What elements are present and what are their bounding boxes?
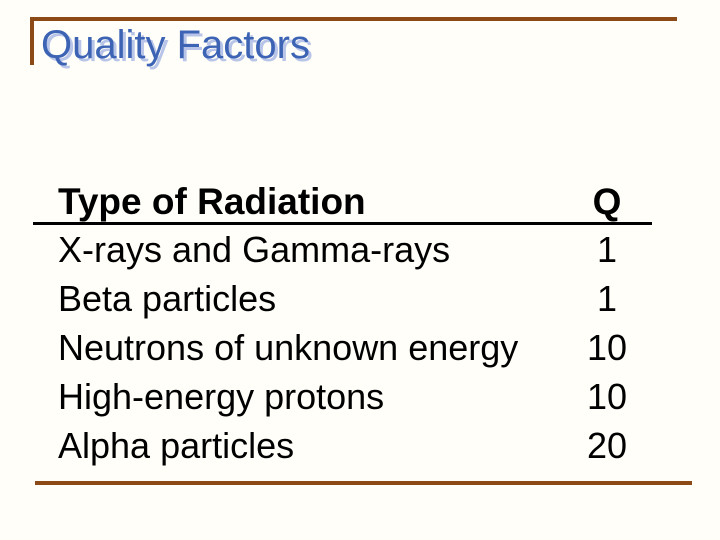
q-value-cell: 10 (586, 327, 628, 368)
table-row: Beta particles 1 (33, 274, 652, 323)
table-row: Alpha particles 20 (33, 421, 652, 470)
table-row: Neutrons of unknown energy 10 (33, 323, 652, 372)
table-row: X-rays and Gamma-rays 1 (33, 225, 652, 274)
q-value-cell: 20 (586, 425, 628, 466)
left-accent-line (30, 17, 34, 65)
table-header-row: Type of Radiation Q (33, 183, 652, 225)
bottom-accent-line (35, 481, 692, 485)
table-row: High-energy protons 10 (33, 372, 652, 421)
radiation-quality-table: Type of Radiation Q X-rays and Gamma-ray… (33, 183, 652, 470)
column-header-q: Q (592, 181, 622, 222)
top-accent-line (30, 17, 677, 21)
page-title: Quality Factors (41, 23, 310, 67)
radiation-type-cell: High-energy protons (58, 376, 385, 417)
q-value-cell: 1 (596, 229, 618, 270)
radiation-type-cell: X-rays and Gamma-rays (58, 229, 451, 270)
column-header-type-of-radiation: Type of Radiation (58, 181, 366, 222)
q-value-cell: 10 (586, 376, 628, 417)
q-value-cell: 1 (596, 278, 618, 319)
radiation-type-cell: Alpha particles (58, 425, 295, 466)
radiation-type-cell: Beta particles (58, 278, 277, 319)
radiation-type-cell: Neutrons of unknown energy (58, 327, 519, 368)
